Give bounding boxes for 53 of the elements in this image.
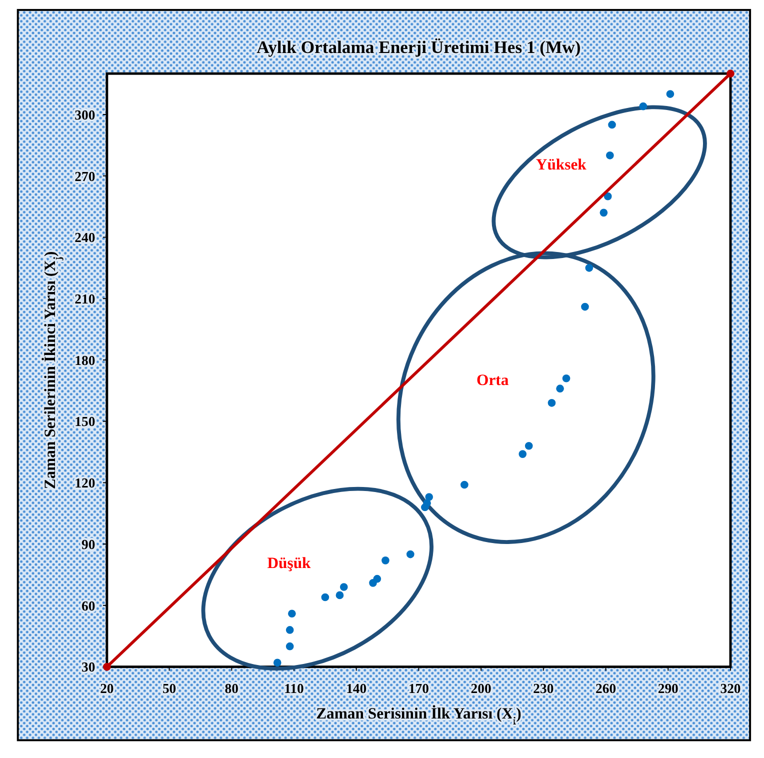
x-tick-label: 20 xyxy=(100,681,114,696)
y-tick-label: 150 xyxy=(74,414,96,430)
chart-title: Aylık Ortalama Enerji Üretimi Hes 1 (Mw) xyxy=(256,37,581,58)
y-tick-label: 60 xyxy=(81,598,96,614)
point xyxy=(103,662,111,671)
point xyxy=(604,192,612,200)
point xyxy=(382,556,390,564)
point xyxy=(373,574,382,583)
point xyxy=(425,493,434,501)
point xyxy=(666,90,674,98)
x-tick-label: 50 xyxy=(162,681,176,696)
x-tick-label: 230 xyxy=(533,681,554,696)
point xyxy=(423,499,431,508)
y-tick-label: 300 xyxy=(74,107,96,122)
point xyxy=(286,642,294,650)
annotation: Düşük xyxy=(267,554,312,572)
point xyxy=(608,120,616,129)
x-tick-label: 320 xyxy=(720,681,741,696)
x-tick-label: 260 xyxy=(596,681,616,696)
point xyxy=(524,442,533,450)
point xyxy=(581,302,589,311)
annotation: Orta xyxy=(476,372,509,389)
point xyxy=(460,480,468,489)
annotation: Yüksek xyxy=(536,156,587,174)
point xyxy=(286,626,294,634)
y-tick-label: 120 xyxy=(74,476,96,491)
x-tick-label: 170 xyxy=(408,681,430,696)
point xyxy=(726,70,734,78)
point xyxy=(548,399,556,407)
y-tick-label: 180 xyxy=(74,352,96,368)
point xyxy=(600,208,608,217)
y-tick-label: 30 xyxy=(81,660,96,675)
x-tick-label: 110 xyxy=(284,681,304,696)
x-tick-label: 290 xyxy=(658,681,679,696)
x-tick-label: 200 xyxy=(470,681,492,696)
point xyxy=(406,550,414,558)
point xyxy=(556,384,564,393)
point xyxy=(518,450,527,458)
y-tick-label: 90 xyxy=(81,536,96,552)
x-tick-label: 140 xyxy=(346,681,367,696)
point xyxy=(336,591,344,600)
point xyxy=(639,102,648,110)
x-tick-label: 80 xyxy=(224,681,239,696)
point xyxy=(288,610,296,618)
point xyxy=(562,374,570,382)
point xyxy=(606,151,614,160)
point xyxy=(340,583,348,591)
y-tick-label: 270 xyxy=(74,168,96,184)
point xyxy=(273,658,282,667)
point xyxy=(321,593,330,602)
point xyxy=(585,264,594,272)
y-tick-label: 240 xyxy=(74,230,96,246)
y-tick-label: 210 xyxy=(74,291,96,306)
